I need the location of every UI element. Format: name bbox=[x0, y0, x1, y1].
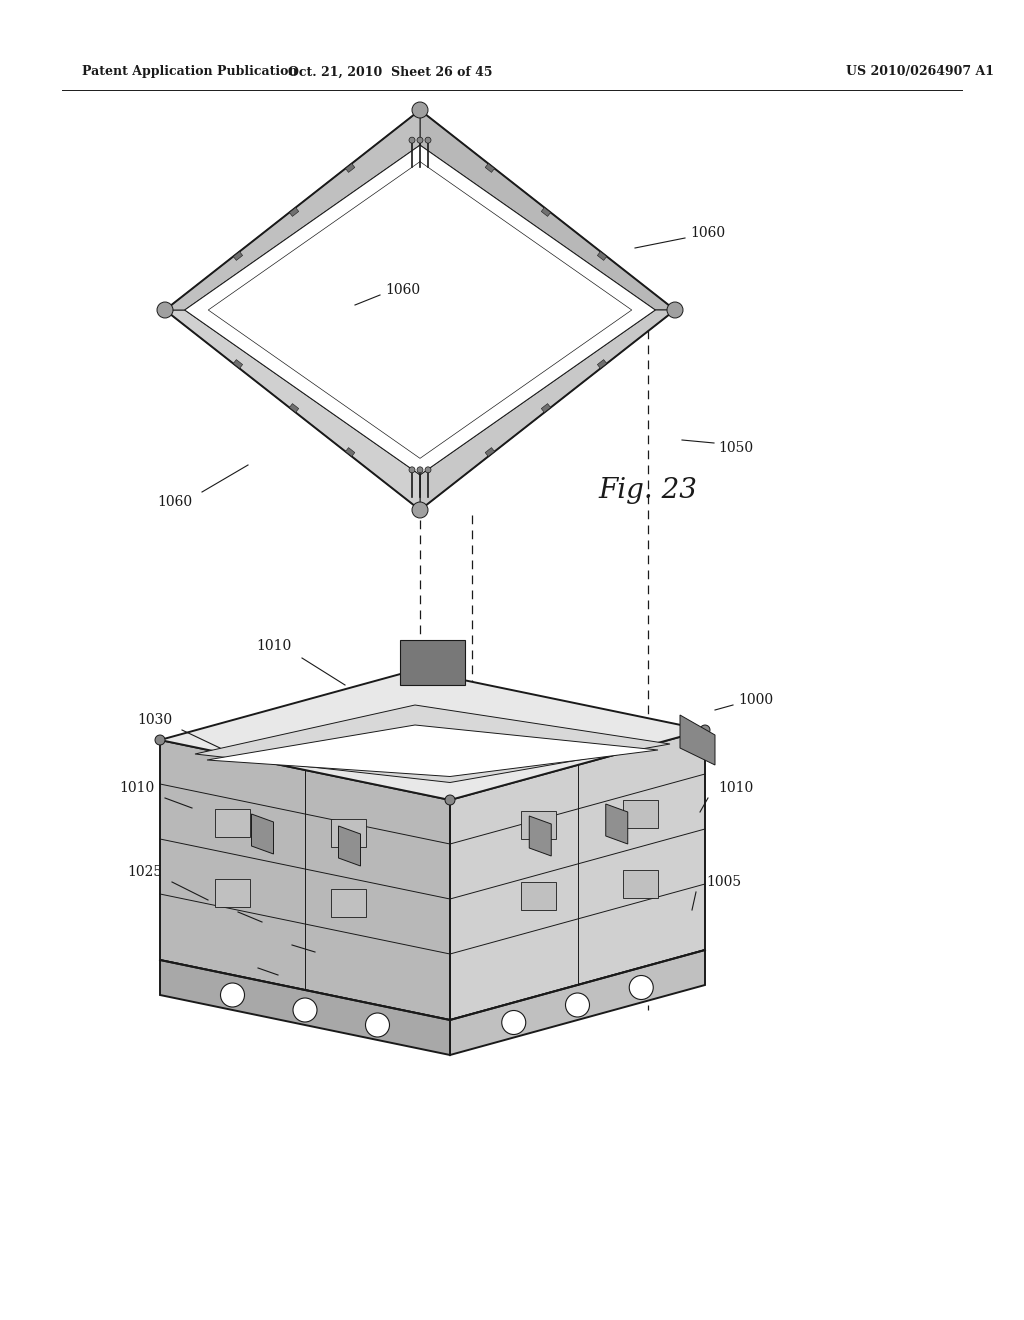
Circle shape bbox=[502, 1011, 525, 1035]
Text: 1060: 1060 bbox=[157, 495, 193, 510]
Polygon shape bbox=[290, 404, 299, 412]
Polygon shape bbox=[420, 110, 675, 310]
Polygon shape bbox=[160, 741, 450, 1020]
Text: 1015: 1015 bbox=[193, 895, 228, 909]
Text: 1060: 1060 bbox=[385, 282, 420, 297]
Text: 1035: 1035 bbox=[213, 950, 248, 965]
Circle shape bbox=[425, 467, 431, 473]
Text: 1005: 1005 bbox=[706, 875, 741, 888]
Polygon shape bbox=[165, 310, 420, 510]
Polygon shape bbox=[233, 359, 243, 368]
Text: 1010: 1010 bbox=[718, 781, 754, 795]
Circle shape bbox=[412, 502, 428, 517]
Circle shape bbox=[412, 102, 428, 117]
Polygon shape bbox=[160, 671, 705, 800]
Text: 1030: 1030 bbox=[395, 814, 430, 829]
Text: 1060: 1060 bbox=[690, 226, 725, 240]
Text: 1000: 1000 bbox=[738, 693, 773, 708]
Circle shape bbox=[220, 983, 245, 1007]
Polygon shape bbox=[680, 715, 715, 766]
Text: 1020: 1020 bbox=[247, 928, 282, 942]
Circle shape bbox=[630, 975, 653, 999]
Polygon shape bbox=[184, 145, 655, 475]
Circle shape bbox=[157, 302, 173, 318]
Circle shape bbox=[155, 735, 165, 744]
Circle shape bbox=[410, 665, 420, 675]
Polygon shape bbox=[542, 207, 551, 216]
Circle shape bbox=[445, 795, 455, 805]
Polygon shape bbox=[207, 725, 658, 776]
Polygon shape bbox=[345, 447, 355, 457]
Text: 1075: 1075 bbox=[319, 801, 355, 814]
Circle shape bbox=[667, 302, 683, 318]
Text: Patent Application Publication: Patent Application Publication bbox=[82, 66, 298, 78]
Text: 1030: 1030 bbox=[137, 713, 172, 727]
Circle shape bbox=[417, 137, 423, 143]
Text: Oct. 21, 2010  Sheet 26 of 45: Oct. 21, 2010 Sheet 26 of 45 bbox=[288, 66, 493, 78]
Polygon shape bbox=[450, 950, 705, 1055]
Circle shape bbox=[417, 467, 423, 473]
Bar bbox=[624, 800, 658, 828]
Text: 1010: 1010 bbox=[257, 639, 292, 653]
Polygon shape bbox=[195, 705, 670, 783]
Circle shape bbox=[565, 993, 590, 1016]
Circle shape bbox=[409, 467, 415, 473]
Text: 1010: 1010 bbox=[120, 781, 155, 795]
Polygon shape bbox=[529, 816, 551, 855]
Text: 1025: 1025 bbox=[350, 989, 386, 1003]
Polygon shape bbox=[165, 110, 420, 310]
Text: 1025: 1025 bbox=[127, 865, 162, 879]
Bar bbox=[331, 888, 366, 917]
Bar bbox=[624, 870, 658, 899]
Polygon shape bbox=[542, 404, 551, 412]
Circle shape bbox=[700, 725, 710, 735]
Text: US 2010/0264907 A1: US 2010/0264907 A1 bbox=[846, 66, 994, 78]
Circle shape bbox=[425, 137, 431, 143]
Circle shape bbox=[293, 998, 317, 1022]
Circle shape bbox=[409, 137, 415, 143]
Polygon shape bbox=[252, 814, 273, 854]
Polygon shape bbox=[339, 826, 360, 866]
Text: 1050: 1050 bbox=[718, 441, 753, 455]
Bar bbox=[521, 812, 556, 840]
Text: Fig. 23: Fig. 23 bbox=[598, 477, 697, 503]
Bar bbox=[521, 882, 556, 909]
Bar bbox=[214, 809, 250, 837]
Polygon shape bbox=[290, 207, 299, 216]
Polygon shape bbox=[420, 310, 675, 510]
Polygon shape bbox=[233, 252, 243, 260]
Polygon shape bbox=[597, 252, 607, 260]
Circle shape bbox=[366, 1012, 389, 1038]
Polygon shape bbox=[597, 359, 607, 368]
Bar bbox=[331, 818, 366, 846]
Polygon shape bbox=[485, 447, 495, 457]
Bar bbox=[214, 879, 250, 907]
Polygon shape bbox=[160, 960, 450, 1055]
Polygon shape bbox=[345, 164, 355, 173]
Polygon shape bbox=[606, 804, 628, 843]
Polygon shape bbox=[485, 164, 495, 173]
Polygon shape bbox=[400, 640, 465, 685]
Polygon shape bbox=[450, 730, 705, 1020]
